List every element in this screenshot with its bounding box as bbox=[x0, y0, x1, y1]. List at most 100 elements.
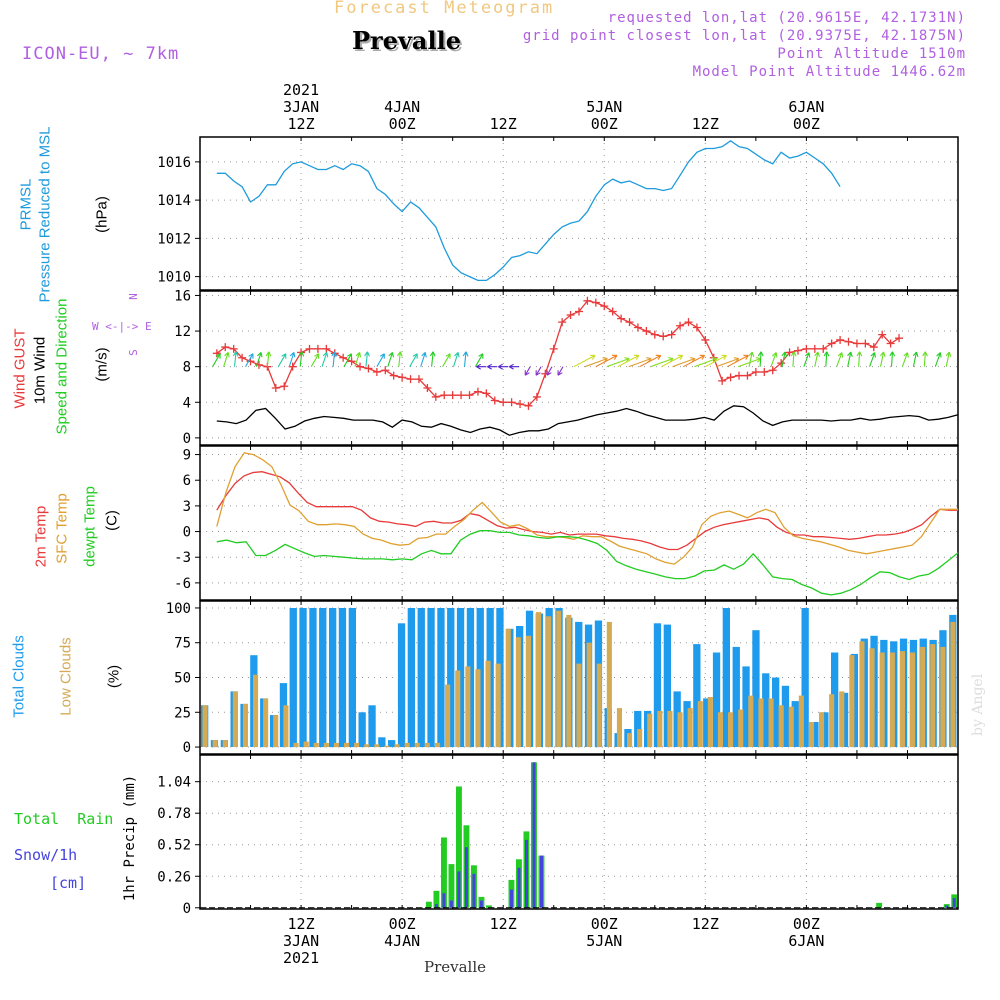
wind-direction-arrow bbox=[879, 351, 886, 367]
snow-bar bbox=[525, 839, 528, 908]
y-tick-label: 0 bbox=[183, 431, 191, 447]
low-cloud-bar bbox=[920, 646, 926, 747]
total-cloud-bar bbox=[722, 608, 730, 748]
top-time-label: 00Z bbox=[793, 115, 820, 133]
y-tick-label: 9 bbox=[183, 448, 191, 464]
wind-direction-arrow bbox=[524, 366, 531, 376]
total-cloud-bar bbox=[368, 705, 376, 747]
bottom-time-label: 00Z bbox=[591, 915, 618, 933]
total-cloud-bar bbox=[407, 608, 415, 748]
gust-marker bbox=[718, 376, 727, 385]
wind-direction-arrow bbox=[409, 353, 418, 367]
low-cloud-bar bbox=[313, 742, 319, 748]
low-cloud-bar bbox=[263, 698, 269, 748]
snow-bar bbox=[479, 900, 483, 908]
low-cloud-bar bbox=[303, 741, 309, 748]
bottom-time-label: 00Z bbox=[389, 915, 416, 933]
low-cloud-bar bbox=[687, 708, 693, 747]
gust-marker bbox=[372, 368, 381, 377]
y-tick-label: 0 bbox=[183, 525, 191, 541]
wind-direction-arrow bbox=[420, 352, 427, 367]
bottom-time-label: 6JAN bbox=[788, 932, 824, 950]
pressure-line bbox=[216, 140, 841, 282]
low-cloud-bar bbox=[525, 635, 531, 748]
gust-marker bbox=[457, 391, 466, 400]
precip-label-cm: [cm] bbox=[50, 874, 87, 892]
gust-marker bbox=[802, 344, 811, 353]
wind-direction-arrow bbox=[397, 351, 403, 367]
snow-bar bbox=[464, 847, 468, 908]
gust-marker bbox=[364, 364, 373, 373]
low-cloud-bar bbox=[566, 614, 572, 747]
low-cloud-bar bbox=[333, 742, 339, 748]
wind-direction-arrow bbox=[856, 351, 863, 367]
wind-direction-arrow bbox=[245, 353, 254, 367]
panel-frame bbox=[199, 290, 959, 446]
low-cloud-bar bbox=[839, 691, 845, 747]
gust-marker bbox=[238, 353, 247, 362]
y-tick-label: -6 bbox=[174, 576, 191, 592]
gust-marker bbox=[566, 311, 575, 320]
wind-direction-arrow bbox=[310, 353, 320, 367]
low-cloud-bar bbox=[778, 705, 784, 747]
wind-direction-arrow bbox=[354, 352, 362, 367]
total-cloud-bar bbox=[466, 608, 475, 748]
bottom-time-label: 12Z bbox=[288, 915, 315, 933]
top-time-label: 00Z bbox=[591, 115, 618, 133]
snow-bar bbox=[442, 893, 446, 908]
low-cloud-bar bbox=[232, 691, 238, 747]
gust-marker bbox=[676, 321, 685, 330]
low-cloud-bar bbox=[910, 652, 916, 748]
gust-marker bbox=[591, 298, 600, 307]
bottom-time-label: 4JAN bbox=[384, 932, 420, 950]
low-cloud-bar bbox=[950, 621, 956, 748]
gust-marker bbox=[659, 332, 668, 341]
gust-marker bbox=[836, 335, 845, 344]
rain-bar bbox=[456, 786, 462, 908]
wind-direction-arrow bbox=[922, 351, 928, 367]
wind-direction-arrow bbox=[212, 353, 221, 367]
temp2m-line bbox=[216, 471, 958, 551]
gust-marker bbox=[617, 314, 626, 323]
y-tick-label: 25 bbox=[174, 705, 191, 721]
wind-direction-arrow bbox=[223, 352, 230, 367]
low-cloud-bar bbox=[717, 712, 723, 748]
total-cloud-bar bbox=[388, 740, 396, 748]
wind-direction-arrow bbox=[298, 351, 305, 367]
wind-direction-arrow bbox=[748, 351, 755, 367]
y-tick-label: 0 bbox=[183, 740, 191, 756]
product-title: Forecast Meteogram bbox=[334, 0, 555, 18]
y-tick-label: 1014 bbox=[157, 193, 191, 209]
gust-marker bbox=[524, 401, 533, 410]
gust-marker bbox=[549, 344, 558, 353]
low-cloud-bar bbox=[819, 712, 825, 748]
total-cloud-bar bbox=[752, 630, 760, 747]
low-cloud-bar bbox=[435, 742, 441, 748]
bottom-time-label: 2021 bbox=[283, 949, 319, 967]
gust-marker bbox=[827, 339, 836, 348]
gust-marker bbox=[288, 362, 297, 371]
low-cloud-bar bbox=[707, 697, 713, 748]
gust-marker bbox=[751, 368, 760, 377]
panel-frame bbox=[199, 445, 959, 601]
low-cloud-bar bbox=[859, 641, 865, 747]
low-cloud-bar bbox=[879, 652, 885, 748]
bottom-time-label: 3JAN bbox=[283, 932, 319, 950]
low-cloud-bar bbox=[475, 669, 481, 748]
wind-direction-arrow bbox=[364, 351, 370, 367]
low-cloud-bar bbox=[273, 715, 279, 748]
y-tick-label: 50 bbox=[174, 671, 191, 687]
total-cloud-bar bbox=[427, 608, 435, 748]
snow-bar bbox=[434, 904, 438, 908]
low-cloud-bar bbox=[495, 663, 501, 748]
top-time-label: 00Z bbox=[389, 115, 416, 133]
gust-marker bbox=[448, 391, 457, 400]
wind-direction-arrow bbox=[814, 351, 820, 367]
panel-4: 0 0.26 0.52 0.78 1.04 bbox=[157, 754, 959, 917]
low-cloud-bar bbox=[788, 706, 794, 747]
total-cloud-bar bbox=[437, 608, 445, 748]
gridpoint-coords: grid point closest lon,lat (20.9375E, 42… bbox=[522, 28, 966, 44]
gust-marker bbox=[760, 368, 769, 377]
gust-marker bbox=[465, 391, 474, 400]
gust-marker bbox=[381, 366, 390, 375]
